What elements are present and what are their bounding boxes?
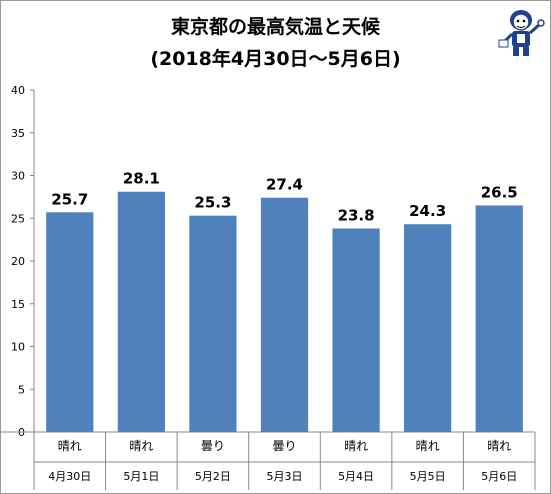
mascot-icon — [498, 10, 545, 56]
x-tick-label: 5月6日 — [481, 470, 517, 483]
data-label: 24.3 — [409, 202, 446, 220]
x-tick-label: 5月3日 — [267, 470, 303, 483]
bar — [117, 191, 165, 432]
chart-subtitle: (2018年4月30日～5月6日) — [150, 48, 401, 70]
weather-label: 晴れ — [487, 439, 511, 453]
x-tick-label: 5月5日 — [410, 470, 446, 483]
bar — [475, 205, 523, 432]
data-label: 27.4 — [266, 176, 303, 194]
y-tick-label: 25 — [11, 212, 25, 225]
x-tick-label: 5月4日 — [338, 470, 374, 483]
weather-label: 晴れ — [58, 439, 82, 453]
weather-label: 晴れ — [416, 439, 440, 453]
bar — [189, 215, 237, 432]
y-tick-label: 20 — [11, 255, 25, 268]
x-tick-label: 4月30日 — [48, 470, 91, 483]
y-tick-label: 35 — [11, 127, 25, 140]
y-tick-label: 40 — [11, 84, 25, 97]
bar — [46, 212, 94, 432]
chart-title: 東京都の最高気温と天候 — [170, 16, 380, 38]
y-tick-label: 30 — [11, 170, 25, 183]
bar — [404, 224, 452, 432]
weather-label: 曇り — [272, 439, 296, 453]
y-tick-label: 5 — [18, 383, 25, 396]
bar — [260, 197, 309, 432]
weather-label: 晴れ — [344, 439, 368, 453]
weather-label: 曇り — [201, 439, 225, 453]
y-tick-label: 15 — [11, 298, 25, 311]
data-label: 25.3 — [194, 194, 231, 212]
x-tick-label: 5月2日 — [195, 470, 231, 483]
weather-label: 晴れ — [129, 439, 153, 453]
y-tick-label: 10 — [11, 341, 25, 354]
data-label: 25.7 — [51, 190, 88, 208]
bar — [332, 228, 380, 432]
data-label: 26.5 — [481, 183, 518, 201]
data-label: 23.8 — [338, 207, 375, 225]
x-tick-label: 5月1日 — [123, 470, 159, 483]
data-label: 28.1 — [123, 170, 160, 188]
